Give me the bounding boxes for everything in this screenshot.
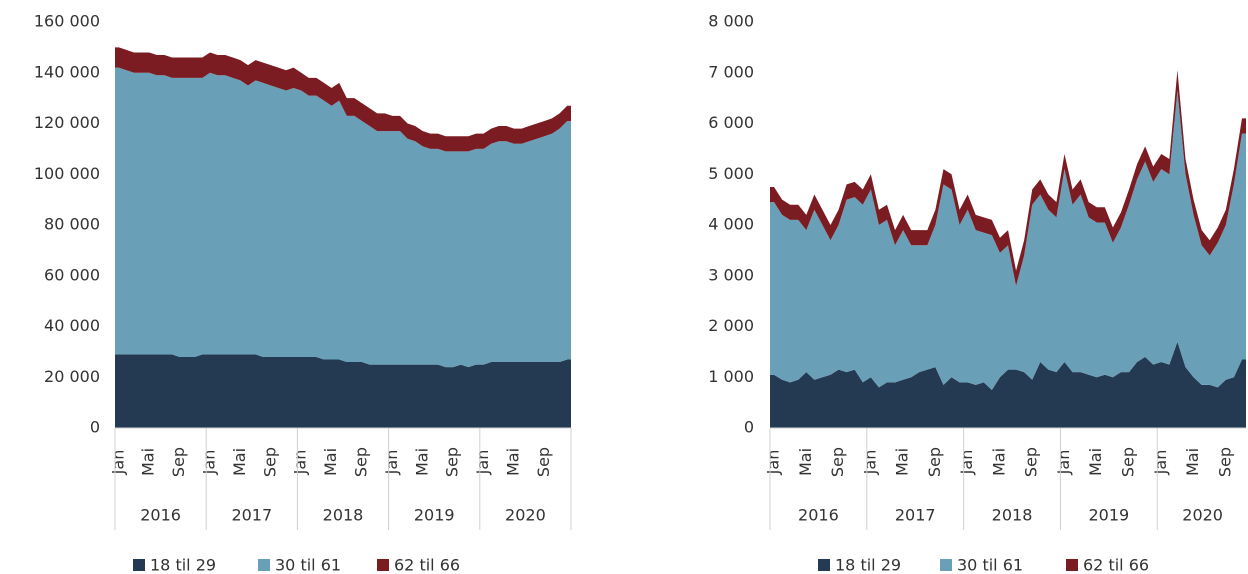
group-label: 2020 — [505, 506, 546, 525]
x-tick-label: Mai — [989, 448, 1008, 476]
x-tick-label: Sep — [534, 447, 553, 477]
x-tick-label: Mai — [412, 448, 431, 476]
area — [770, 90, 1246, 390]
x-tick-label: Mai — [796, 448, 815, 476]
legend-label: 62 til 66 — [1083, 556, 1149, 574]
x-tick-label: Mai — [1086, 448, 1105, 476]
x-tick-label: Sep — [1119, 447, 1138, 477]
y-tick-label: 2 000 — [708, 316, 754, 335]
y-tick-label: 8 000 — [708, 12, 754, 31]
x-tick-label: Sep — [352, 447, 371, 477]
y-tick-label: 4 000 — [708, 215, 754, 234]
y-tick-label: 6 000 — [708, 113, 754, 132]
area — [115, 354, 571, 428]
x-tick-label: Mai — [139, 448, 158, 476]
x-tick-label: Jan — [200, 450, 219, 476]
y-tick-label: 140 000 — [34, 62, 100, 81]
y-tick-label: 160 000 — [34, 12, 100, 31]
group-label: 2019 — [414, 506, 455, 525]
y-tick-label: 0 — [90, 418, 100, 437]
legend-label: 30 til 61 — [957, 556, 1023, 574]
y-tick-label: 0 — [744, 418, 754, 437]
group-label: 2017 — [231, 506, 272, 525]
area — [115, 47, 571, 152]
x-tick-label: Sep — [169, 447, 188, 477]
y-tick-label: 60 000 — [44, 265, 100, 284]
y-tick-label: 3 000 — [708, 265, 754, 284]
group-label: 2018 — [992, 506, 1033, 525]
y-tick-label: 80 000 — [44, 215, 100, 234]
group-label: 2016 — [798, 506, 839, 525]
x-tick-label: Mai — [1183, 448, 1202, 476]
legend-label: 18 til 29 — [835, 556, 901, 574]
x-tick-label: Jan — [382, 450, 401, 476]
legend-swatch — [258, 559, 270, 571]
x-tick-label: Jan — [860, 450, 879, 476]
area — [770, 70, 1246, 286]
legend-label: 30 til 61 — [275, 556, 341, 574]
group-label: 2016 — [140, 506, 181, 525]
group-label: 2018 — [323, 506, 364, 525]
legend-swatch — [133, 559, 145, 571]
area — [770, 341, 1246, 428]
x-tick-label: Sep — [828, 447, 847, 477]
x-tick-label: Sep — [925, 447, 944, 477]
group-label: 2017 — [895, 506, 936, 525]
y-tick-label: 5 000 — [708, 164, 754, 183]
x-tick-label: Jan — [1054, 450, 1073, 476]
group-label: 2019 — [1088, 506, 1129, 525]
x-tick-label: Jan — [473, 450, 492, 476]
x-tick-label: Sep — [443, 447, 462, 477]
x-tick-label: Jan — [764, 450, 783, 476]
y-tick-label: 1 000 — [708, 367, 754, 386]
area — [115, 67, 571, 368]
legend-swatch — [818, 559, 830, 571]
legend-label: 62 til 66 — [394, 556, 460, 574]
y-tick-label: 100 000 — [34, 164, 100, 183]
x-tick-label: Mai — [230, 448, 249, 476]
y-tick-label: 20 000 — [44, 367, 100, 386]
y-tick-label: 7 000 — [708, 62, 754, 81]
x-tick-label: Mai — [893, 448, 912, 476]
legend-swatch — [1066, 559, 1078, 571]
x-tick-label: Jan — [957, 450, 976, 476]
x-tick-label: Mai — [504, 448, 523, 476]
y-tick-label: 40 000 — [44, 316, 100, 335]
legend-label: 18 til 29 — [150, 556, 216, 574]
x-tick-label: Jan — [108, 450, 127, 476]
x-tick-label: Sep — [1215, 447, 1234, 477]
x-tick-label: Jan — [1151, 450, 1170, 476]
legend-swatch — [940, 559, 952, 571]
x-tick-label: Jan — [291, 450, 310, 476]
group-label: 2020 — [1182, 506, 1223, 525]
y-tick-label: 120 000 — [34, 113, 100, 132]
x-tick-label: Sep — [260, 447, 279, 477]
legend-swatch — [377, 559, 389, 571]
x-tick-label: Sep — [1022, 447, 1041, 477]
x-tick-label: Mai — [321, 448, 340, 476]
